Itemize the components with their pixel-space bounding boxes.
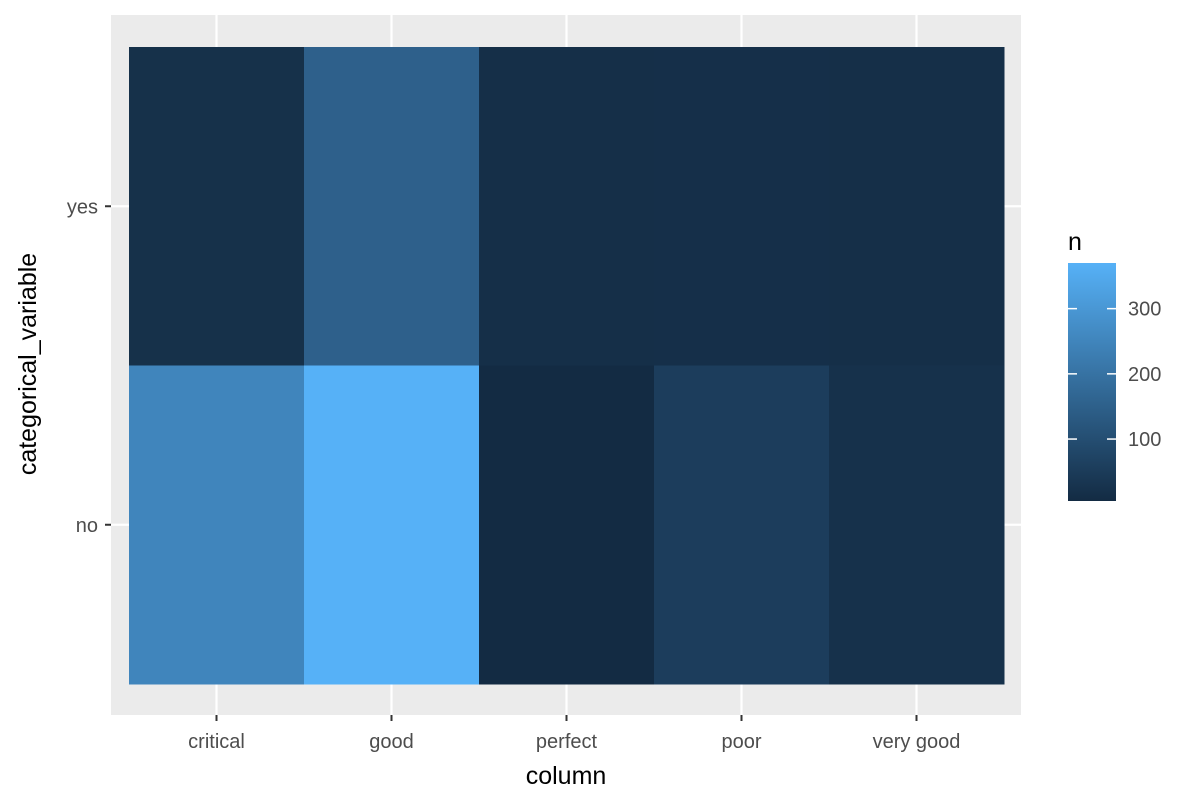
color-legend: n 100 200 300 [1068,228,1161,501]
heatmap-cell [829,365,1005,685]
heatmap-cell [129,365,305,685]
heatmap-cells [129,47,1005,685]
x-tick-label: perfect [536,731,598,753]
y-tick-label: yes [67,196,98,218]
heatmap-cell [304,47,480,366]
x-tick-label: critical [188,731,245,753]
x-tick-label: poor [721,731,761,753]
y-axis: no yes [67,196,111,537]
x-tick-label: very good [873,731,961,753]
heatmap-cell [654,365,830,685]
heatmap-cell [829,47,1005,366]
x-axis: critical good perfect poor very good [188,715,960,753]
legend-title: n [1068,228,1082,256]
y-axis-title: categorical_variable [14,253,42,475]
heatmap-cell [304,365,480,685]
x-tick-label: good [369,731,414,753]
legend-tick-label: 300 [1128,299,1161,321]
legend-colorbar [1068,263,1116,501]
heatmap-cell [654,47,830,366]
legend-tick-label: 200 [1128,364,1161,386]
y-tick-label: no [76,515,98,537]
legend-ticks: 100 200 300 [1068,299,1161,451]
heatmap-cell [129,47,305,366]
legend-tick-label: 100 [1128,429,1161,451]
x-axis-title: column [526,762,607,790]
heatmap-cell [479,365,655,685]
heatmap-cell [479,47,655,366]
